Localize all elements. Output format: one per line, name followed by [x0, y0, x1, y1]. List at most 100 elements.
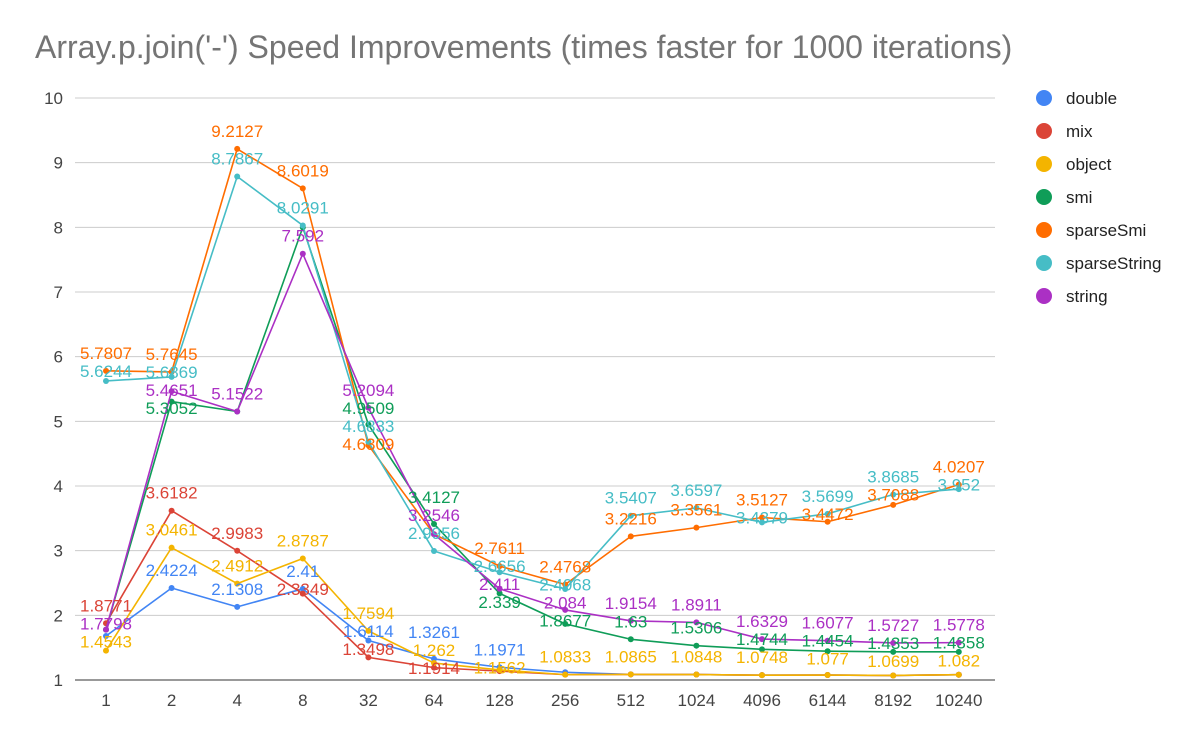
point-sparseString-128 [496, 569, 503, 576]
x-tick-64: 64 [425, 691, 444, 710]
point-sparseSmi-10240 [955, 481, 962, 488]
point-sparseString-256 [562, 586, 569, 593]
point-string-512 [627, 617, 634, 624]
data-label-string-128: 2.411 [479, 575, 520, 594]
legend-label-mix: mix [1066, 122, 1093, 141]
point-sparseString-10240 [955, 486, 962, 493]
data-label-string-4096: 1.6329 [736, 612, 788, 631]
data-label-smi-256: 1.8677 [539, 612, 591, 631]
data-label-object-256: 1.0833 [539, 648, 591, 667]
data-label-string-1: 1.7798 [80, 614, 132, 633]
data-label-smi-512: 1.63 [614, 612, 647, 631]
data-label-sparseString-8192: 3.8685 [867, 468, 919, 487]
series-line-sparseSmi [105, 148, 960, 586]
point-string-8 [299, 250, 306, 257]
data-label-sparseSmi-6144: 3.4472 [802, 505, 854, 524]
x-tick-32: 32 [359, 691, 378, 710]
point-sparseSmi-4 [234, 145, 241, 152]
data-label-object-10240: 1.082 [938, 652, 981, 671]
data-label-smi-64: 3.4127 [408, 488, 460, 507]
data-label-sparseString-6144: 3.5699 [802, 487, 854, 506]
data-label-mix-32: 1.3498 [342, 640, 394, 659]
point-smi-32 [365, 421, 372, 428]
point-smi-128 [496, 590, 503, 597]
legend: double mix object smi sparseSmi sparseString s… [1036, 89, 1161, 306]
x-tick-512: 512 [617, 691, 645, 710]
data-label-string-6144: 1.6077 [802, 614, 854, 633]
point-object-2 [168, 544, 175, 551]
point-object-1 [103, 647, 109, 654]
point-object-256 [562, 671, 569, 678]
point-smi-10240 [955, 648, 962, 655]
data-label-double-2: 2.4224 [146, 561, 198, 580]
data-label-mix-8: 2.3349 [277, 580, 329, 599]
data-label-object-1: 1.4543 [80, 632, 132, 651]
data-label-sparseString-2: 5.6869 [146, 363, 198, 382]
data-label-object-8192: 1.0699 [867, 652, 919, 671]
point-string-4096 [759, 636, 765, 643]
data-label-sparseString-32: 4.6833 [342, 417, 394, 436]
y-tick-6: 6 [54, 348, 63, 367]
point-sparseString-1024 [693, 505, 700, 512]
point-object-8192 [890, 672, 897, 679]
point-smi-1024 [693, 642, 700, 649]
point-sparseString-6144 [824, 510, 831, 517]
data-label-mix-4: 2.9983 [211, 524, 263, 543]
point-sparseSmi-4096 [759, 514, 765, 521]
legend-label-double: double [1066, 89, 1117, 108]
point-object-10240 [955, 671, 962, 678]
point-smi-512 [627, 636, 634, 643]
series-line-smi [105, 226, 959, 653]
point-smi-4096 [759, 646, 765, 653]
legend-marker-smi [1036, 189, 1052, 205]
point-string-128 [496, 585, 503, 592]
point-smi-256 [562, 620, 569, 627]
point-string-6144 [824, 637, 831, 644]
x-tick-8: 8 [298, 691, 307, 710]
point-object-1024 [693, 671, 700, 678]
point-sparseString-32 [365, 438, 372, 445]
legend-marker-string [1036, 288, 1052, 304]
y-tick-7: 7 [54, 283, 63, 302]
data-label-string-8192: 1.5727 [867, 616, 919, 635]
point-sparseString-512 [627, 512, 634, 519]
data-label-sparseString-10240: 3.952 [938, 476, 981, 495]
data-label-object-8: 2.8787 [277, 532, 329, 551]
data-label-string-1024: 1.8911 [671, 595, 722, 614]
point-smi-2 [168, 398, 175, 405]
y-tick-5: 5 [54, 412, 63, 431]
point-object-4096 [759, 672, 765, 679]
legend-label-sparseString: sparseString [1066, 254, 1161, 273]
data-label-smi-1024: 1.5306 [670, 619, 722, 638]
data-label-string-32: 5.2094 [342, 381, 394, 400]
data-label-sparseSmi-128: 2.7611 [474, 539, 525, 558]
data-label-string-256: 2.084 [544, 594, 587, 613]
data-label-object-512: 1.0865 [605, 647, 657, 666]
point-sparseSmi-1024 [693, 524, 700, 531]
data-label-object-4: 2.4912 [211, 557, 263, 576]
point-string-1 [103, 626, 109, 633]
point-object-4 [234, 580, 241, 587]
x-tick-2: 2 [167, 691, 176, 710]
data-label-double-32: 1.6114 [343, 622, 394, 641]
point-object-64 [431, 660, 437, 667]
point-double-1 [103, 633, 109, 640]
point-sparseString-4096 [759, 519, 765, 526]
point-string-1024 [693, 619, 700, 626]
legend-label-object: object [1066, 155, 1112, 174]
legend-marker-sparseString [1036, 255, 1052, 271]
point-double-4 [234, 603, 241, 610]
data-label-object-4096: 1.0748 [736, 648, 788, 667]
legend-label-string: string [1066, 287, 1108, 306]
data-label-smi-10240: 1.4358 [933, 634, 985, 653]
point-object-8 [299, 555, 306, 562]
data-label-string-10240: 1.5778 [933, 616, 985, 635]
point-sparseSmi-8 [299, 185, 306, 192]
data-label-sparseSmi-8192: 3.7088 [867, 486, 919, 505]
point-string-2 [168, 388, 175, 395]
point-string-64 [431, 531, 437, 538]
data-label-string-4: 5.1522 [211, 384, 263, 403]
point-sparseSmi-8192 [890, 501, 897, 508]
data-label-double-4: 2.1308 [211, 580, 263, 599]
data-label-sparseString-1024: 3.6597 [670, 481, 722, 500]
